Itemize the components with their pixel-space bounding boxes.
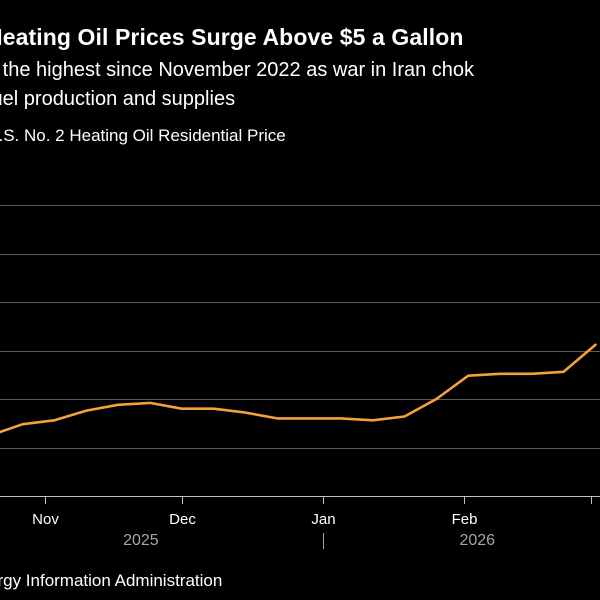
chart-title: Heating Oil Prices Surge Above $5 a Gall… — [0, 24, 464, 50]
x-tick-label: Nov — [32, 511, 59, 528]
year-label: 2026 — [459, 532, 495, 549]
chart-subtitle-line-2: fuel production and supplies — [0, 88, 236, 110]
chart-subtitle-line-1: e the highest since November 2022 as war… — [0, 59, 475, 81]
series-line — [0, 343, 597, 434]
year-label: 2025 — [123, 532, 159, 549]
x-tick-label: Jan — [311, 511, 335, 528]
x-tick-label: Feb — [452, 511, 478, 528]
x-tick-label: Dec — [169, 511, 196, 528]
source-note: ergy Information Administration — [0, 571, 223, 590]
series-label: J.S. No. 2 Heating Oil Residential Price — [0, 126, 286, 145]
